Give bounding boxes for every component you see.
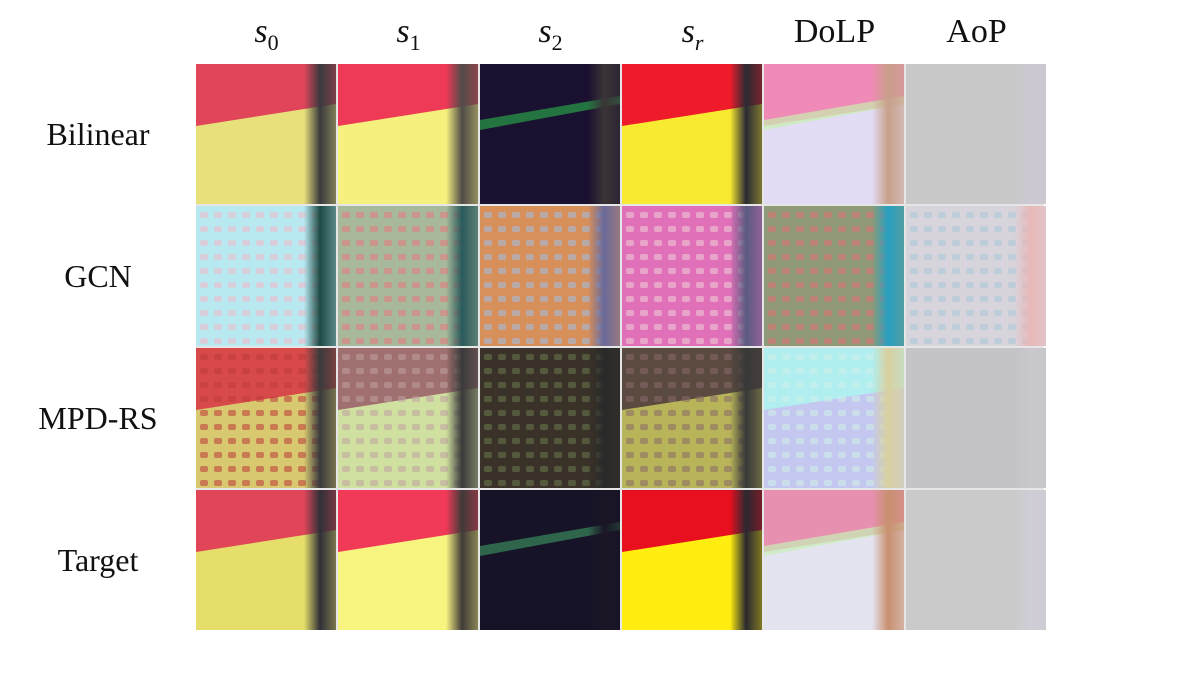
image-tile-mpd-rs-aop — [906, 348, 1046, 488]
column-header-s2: s2 — [480, 10, 621, 65]
image-tile-bilinear-s2 — [480, 64, 620, 204]
column-header-subscript: r — [694, 29, 704, 55]
image-tile-gcn-aop — [906, 206, 1046, 346]
column-header-dolp: DoLP — [764, 10, 905, 54]
image-tile-gcn-s2 — [480, 206, 620, 346]
image-tile-mpd-rs-s0 — [196, 348, 336, 488]
image-tile-mpd-rs-s1 — [338, 348, 478, 488]
row-label-mpd-rs: MPD-RS — [38, 400, 158, 436]
image-tile-gcn-s1 — [338, 206, 478, 346]
column-header-s0: s0 — [196, 10, 337, 65]
row-label-bilinear: Bilinear — [46, 116, 150, 152]
column-header-base: s — [396, 13, 410, 50]
column-header-base: AoP — [946, 13, 1007, 50]
image-grid — [196, 64, 1046, 630]
image-tile-bilinear-s1 — [338, 64, 478, 204]
image-tile-mpd-rs-dolp — [764, 348, 904, 488]
row-label-target: Target — [57, 542, 139, 578]
image-tile-target-s0 — [196, 490, 336, 630]
row-label-gcn: GCN — [64, 258, 132, 294]
image-tile-mpd-rs-sr — [622, 348, 762, 488]
image-tile-mpd-rs-s2 — [480, 348, 620, 488]
column-header-subscript: 2 — [551, 29, 563, 55]
image-tile-gcn-s0 — [196, 206, 336, 346]
column-header-base: s — [254, 13, 268, 50]
image-tile-target-s1 — [338, 490, 478, 630]
column-header-s1: s1 — [338, 10, 479, 65]
image-tile-target-aop — [906, 490, 1046, 630]
image-tile-target-s2 — [480, 490, 620, 630]
column-header-base: s — [538, 13, 552, 50]
image-tile-bilinear-s0 — [196, 64, 336, 204]
column-header-sr: sr — [622, 10, 763, 65]
image-tile-gcn-sr — [622, 206, 762, 346]
column-header-subscript: 1 — [409, 29, 421, 55]
column-header-aop: AoP — [906, 10, 1047, 54]
column-header-base: DoLP — [793, 13, 876, 50]
image-tile-bilinear-sr — [622, 64, 762, 204]
image-tile-bilinear-dolp — [764, 64, 904, 204]
column-header-subscript: 0 — [267, 29, 279, 55]
image-tile-target-sr — [622, 490, 762, 630]
column-header-base: s — [681, 13, 695, 50]
image-tile-target-dolp — [764, 490, 904, 630]
image-tile-bilinear-aop — [906, 64, 1046, 204]
image-tile-gcn-dolp — [764, 206, 904, 346]
